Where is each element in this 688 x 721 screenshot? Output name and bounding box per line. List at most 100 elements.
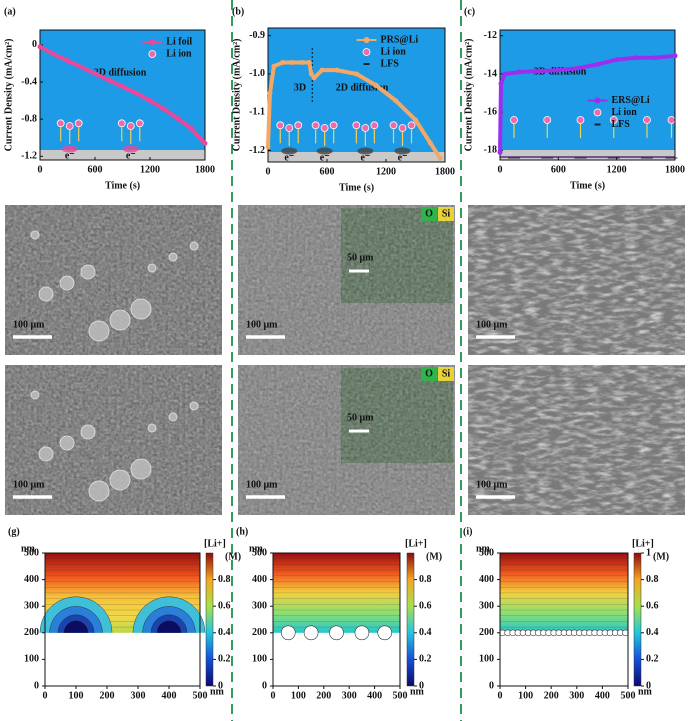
y-tick-label: 0	[34, 680, 39, 691]
legend-label: Li ion	[612, 107, 638, 118]
element-label: Si	[442, 368, 451, 379]
colorbar-tick-label: 0	[646, 680, 651, 691]
y-unit: nm	[249, 543, 264, 554]
electron-label: e⁻	[398, 152, 408, 163]
colorbar-tick-label: 0.2	[419, 654, 432, 665]
data-point	[497, 149, 503, 155]
y-tick-label: 300	[24, 600, 39, 611]
x-tick-label: 0	[498, 690, 503, 701]
substrate	[500, 150, 675, 160]
data-point	[498, 81, 504, 87]
legend-label: Li ion	[381, 46, 407, 57]
legend-marker	[593, 108, 602, 117]
y-tick-label: 200	[252, 627, 267, 638]
y-tick-label: 300	[479, 600, 494, 611]
element-label: O	[425, 368, 433, 379]
data-point	[51, 51, 57, 57]
y-tick-label: -0.9	[249, 30, 265, 41]
y-tick-label: -1.1	[249, 107, 265, 118]
y-tick-label: 0	[489, 680, 494, 691]
substrate	[40, 150, 205, 160]
colorbar-label: [Li+]	[405, 538, 427, 549]
colorbar-tick-label: 0.2	[218, 654, 231, 665]
x-tick-label: 200	[544, 690, 559, 701]
x-tick-label: 500	[621, 690, 636, 701]
x-tick-label: 600	[320, 166, 335, 177]
colorbar-unit: (M)	[426, 551, 442, 562]
plot-background	[40, 30, 205, 160]
particle	[59, 435, 75, 451]
data-point	[594, 61, 600, 67]
x-axis-label: Time (s)	[105, 180, 140, 191]
colorbar-tick-label: 0.2	[646, 654, 659, 665]
ion-icon	[609, 116, 618, 124]
data-point	[653, 55, 659, 61]
element-key	[438, 207, 454, 221]
ion-icon	[352, 121, 361, 130]
ion-icon	[361, 124, 370, 132]
particle	[80, 264, 96, 280]
panel-label: (g)	[8, 526, 20, 537]
y-tick-label: 100	[252, 654, 267, 665]
ion-icon	[407, 121, 416, 130]
particle	[88, 480, 110, 502]
nucleus	[377, 625, 393, 641]
colorbar-tick-label: 0.8	[646, 574, 659, 585]
data-point	[271, 63, 277, 69]
nucleus	[280, 625, 296, 641]
inset-scale-label: 50 μm	[347, 252, 374, 263]
ion-icon	[329, 121, 338, 130]
ion-icon	[126, 122, 135, 130]
ion-icon	[117, 119, 126, 128]
y-tick-label: -14	[484, 68, 497, 79]
particle	[168, 252, 178, 262]
legend-marker	[363, 37, 370, 43]
sem-texture	[468, 205, 685, 355]
nucleus	[122, 145, 139, 153]
x-tick-label: 500	[193, 690, 208, 701]
x-tick-label: 400	[595, 690, 610, 701]
particle	[130, 458, 152, 480]
x-tick-label: 0	[43, 690, 48, 701]
data-point	[78, 64, 84, 70]
scale-label: 100 μm	[476, 319, 508, 330]
y-tick-label: -1.2	[249, 145, 265, 156]
legend-marker	[362, 48, 371, 56]
particle	[38, 286, 54, 302]
inset-scale-label: 50 μm	[347, 412, 374, 423]
particle	[109, 469, 131, 491]
x-tick-label: 1800	[665, 164, 685, 175]
ion-icon	[643, 116, 651, 124]
scale-label: 100 μm	[13, 479, 45, 490]
colorbar-tick-label: 0.4	[218, 627, 231, 638]
data-point	[290, 59, 296, 65]
particle	[189, 241, 199, 251]
data-point	[161, 106, 167, 112]
legend-label: Li foil	[166, 36, 192, 47]
particle	[30, 390, 40, 400]
sem-texture	[468, 365, 685, 515]
ion-icon	[389, 121, 398, 130]
nucleus	[394, 147, 411, 155]
x-unit: nm	[210, 686, 225, 697]
x-tick-label: 1200	[607, 164, 627, 175]
data-point	[308, 71, 314, 77]
colorbar-tick-label: 0.6	[646, 600, 659, 611]
particle	[88, 320, 110, 342]
colorbar-tick-label: 0	[218, 680, 223, 691]
data-point	[311, 75, 317, 81]
element-key	[438, 367, 454, 381]
data-point	[265, 144, 271, 150]
x-tick-label: 600	[551, 164, 566, 175]
y-tick-label: 500	[24, 547, 39, 558]
ion-icon	[510, 116, 518, 124]
annotation: 2D diffusion	[336, 82, 389, 93]
eds-texture	[341, 208, 453, 303]
electron-label: e⁻	[360, 152, 370, 163]
nucleus	[316, 147, 333, 155]
nucleus	[303, 625, 319, 641]
ion-icon	[311, 121, 320, 130]
nucleus	[61, 145, 78, 153]
x-tick-label: 200	[100, 690, 115, 701]
